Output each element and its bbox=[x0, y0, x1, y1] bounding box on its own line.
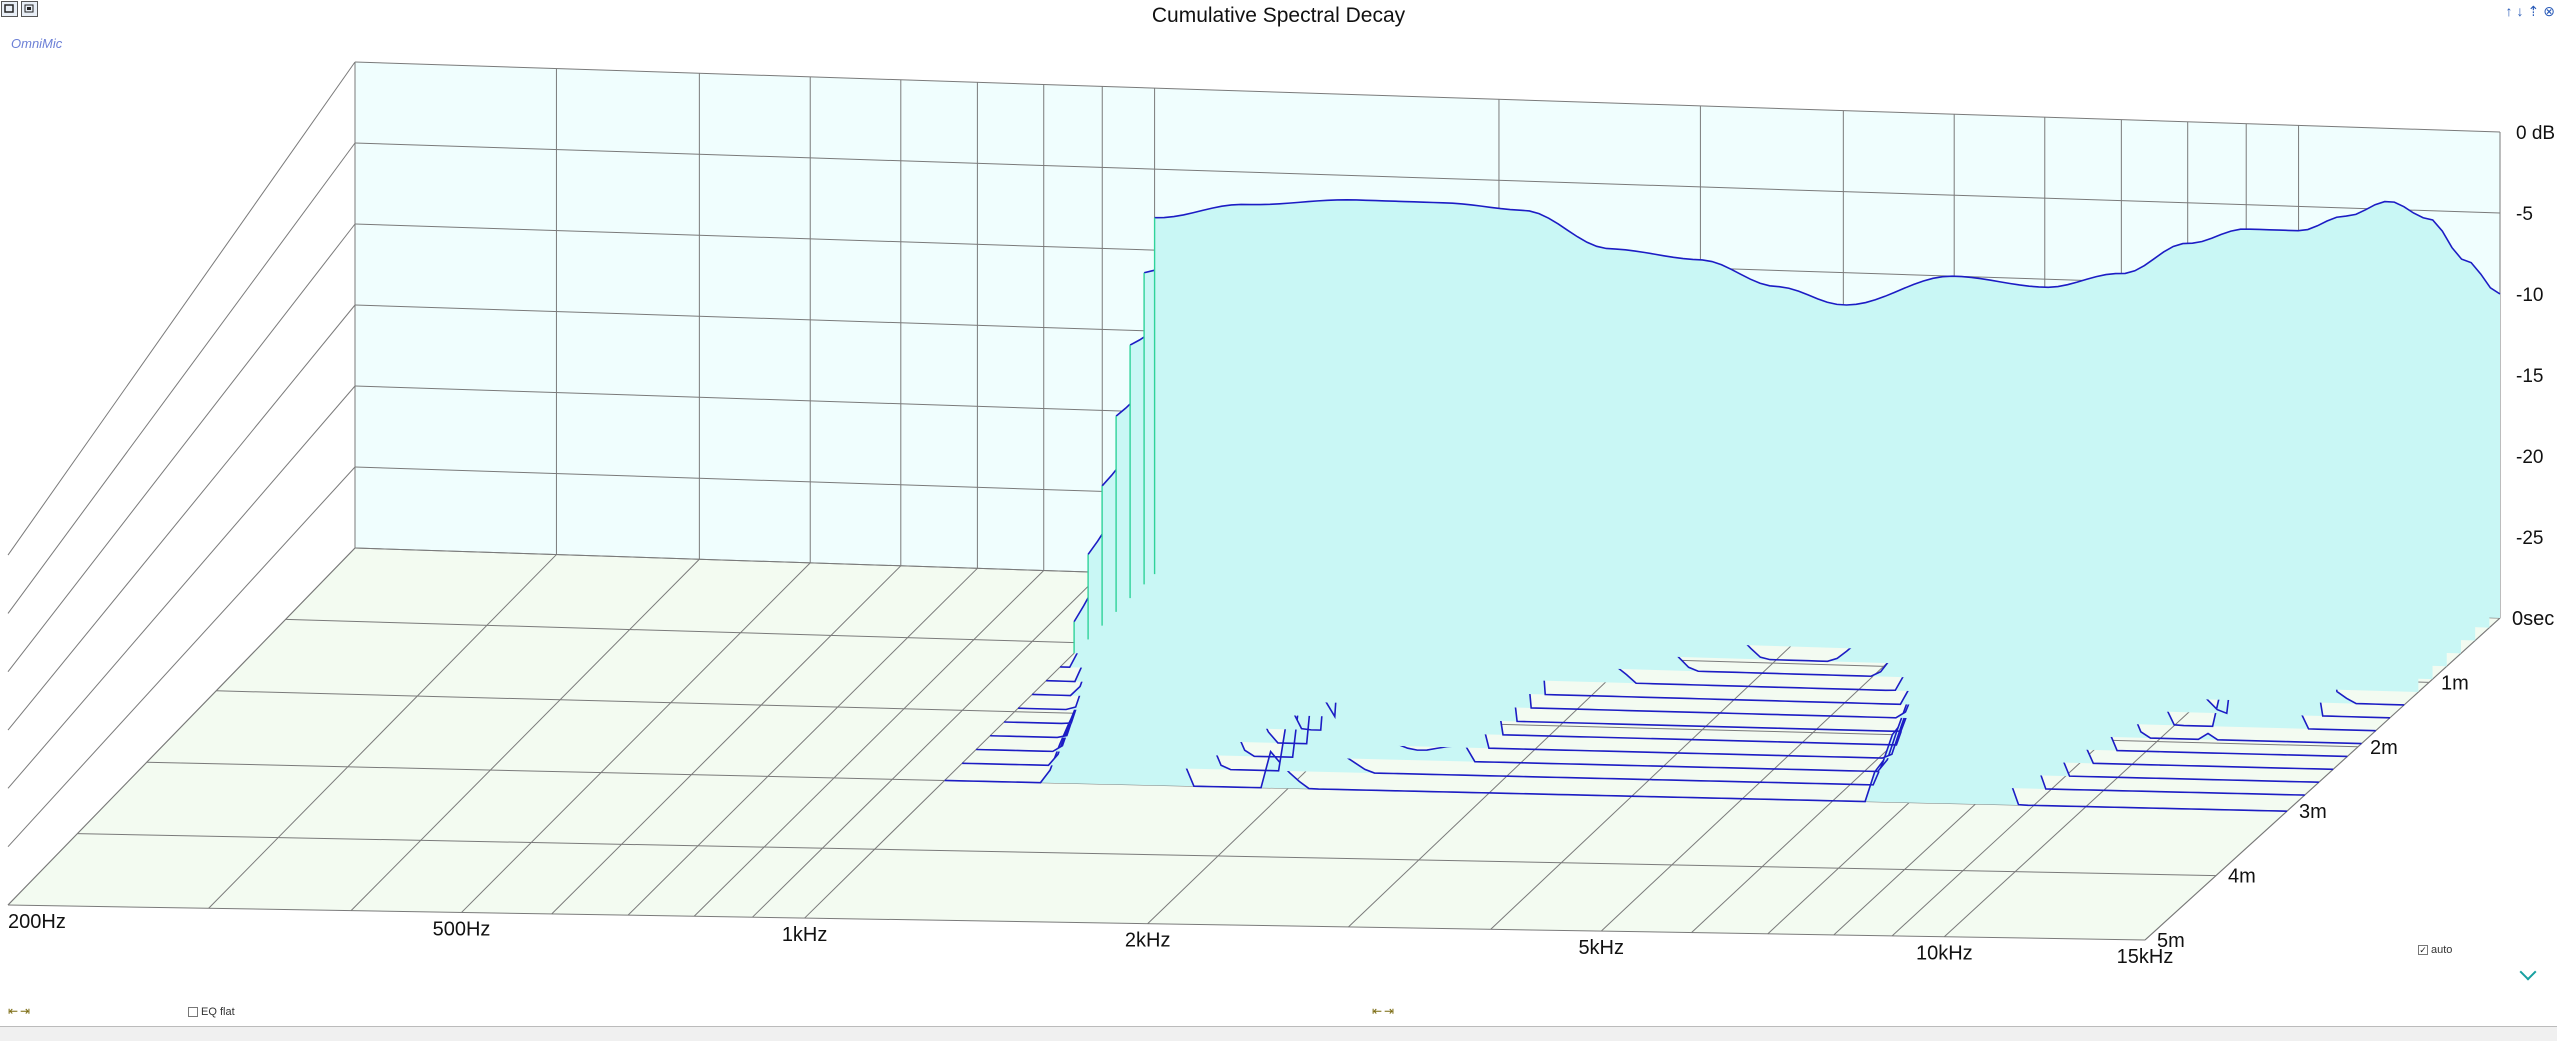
auto-toggle[interactable]: ✓ auto bbox=[2418, 944, 2452, 956]
x-tick-label: 15kHz bbox=[2117, 946, 2174, 968]
window-pin-icon bbox=[24, 4, 34, 13]
auto-label: auto bbox=[2431, 944, 2453, 956]
side-grid-line bbox=[7, 142, 356, 614]
side-wall bbox=[8, 62, 355, 905]
x-tick-label: 500Hz bbox=[433, 918, 491, 940]
time-grid-line bbox=[77, 833, 2217, 877]
restore-window-button[interactable] bbox=[1, 1, 18, 17]
y-tick-label: -10 bbox=[2516, 285, 2543, 306]
floor-grid-line bbox=[1490, 596, 1844, 930]
side-grid-line bbox=[7, 61, 356, 556]
z-tick-label: 4m bbox=[2228, 866, 2256, 888]
floor-grid-line bbox=[461, 562, 811, 913]
floor-grid-line bbox=[752, 572, 1103, 918]
x-tick-label: 2kHz bbox=[1125, 930, 1171, 952]
mid-nav-arrows[interactable]: ⇤⇥ bbox=[1372, 1004, 1397, 1018]
corner-toolbar: ↑ ↓ ⇡ ⊗ bbox=[2506, 4, 2555, 18]
floor-grid-line bbox=[627, 567, 978, 916]
move-down-icon[interactable]: ↓ bbox=[2516, 3, 2524, 19]
y-tick-label: -20 bbox=[2516, 447, 2543, 468]
chart-title: Cumulative Spectral Decay bbox=[1151, 4, 1406, 27]
close-icon[interactable]: ⊗ bbox=[2543, 3, 2555, 19]
status-bar bbox=[0, 1026, 2557, 1041]
x-tick-label: 1kHz bbox=[782, 924, 828, 946]
y-tick-label: -5 bbox=[2516, 204, 2533, 225]
floor-grid-line bbox=[693, 570, 1045, 917]
z-tick-label: 2m bbox=[2370, 737, 2398, 759]
side-grid-line bbox=[7, 223, 356, 673]
move-up-icon[interactable]: ↑ bbox=[2505, 3, 2513, 19]
side-grid-line bbox=[7, 466, 356, 848]
floor-grid-line bbox=[208, 554, 557, 909]
scroll-up-icon[interactable]: ⇡ bbox=[2527, 3, 2540, 19]
y-tick-label: -25 bbox=[2516, 528, 2543, 549]
x-tick-label: 5kHz bbox=[1578, 937, 1624, 959]
z-tick-label: 1m bbox=[2441, 672, 2469, 694]
z-tick-label: 3m bbox=[2299, 801, 2327, 823]
decay-slice-fill bbox=[1154, 199, 2500, 619]
time-grid-line bbox=[7, 904, 2146, 941]
brand-label: OmniMic bbox=[11, 36, 63, 51]
eq-flat-checkbox[interactable] bbox=[188, 1007, 198, 1017]
eq-flat-label: EQ flat bbox=[201, 1006, 235, 1018]
window-restore-icon bbox=[4, 4, 14, 13]
floor-grid-line bbox=[350, 558, 700, 911]
eq-flat-toggle[interactable]: EQ flat bbox=[188, 1006, 235, 1018]
floor-grid-line bbox=[551, 565, 902, 915]
decay-slice-line bbox=[1154, 199, 2501, 306]
z-tick-label: 5m bbox=[2157, 930, 2185, 952]
side-grid-line bbox=[7, 547, 356, 906]
auto-checkbox[interactable]: ✓ bbox=[2418, 945, 2428, 955]
x-tick-label: 200Hz bbox=[8, 911, 66, 933]
z-tick-label: 0sec bbox=[2512, 608, 2554, 630]
db-grid-line bbox=[354, 142, 2501, 214]
left-nav-arrows[interactable]: ⇤⇥ bbox=[8, 1004, 33, 1018]
pin-window-button[interactable] bbox=[21, 1, 38, 17]
x-tick-label: 10kHz bbox=[1916, 943, 1973, 965]
side-grid-line bbox=[7, 304, 356, 731]
db-grid-line bbox=[354, 61, 2501, 133]
side-grid-line bbox=[7, 385, 356, 789]
depth-axis-line bbox=[2144, 617, 2501, 941]
y-tick-label: 0 dB bbox=[2516, 123, 2555, 144]
y-tick-label: -15 bbox=[2516, 366, 2543, 387]
